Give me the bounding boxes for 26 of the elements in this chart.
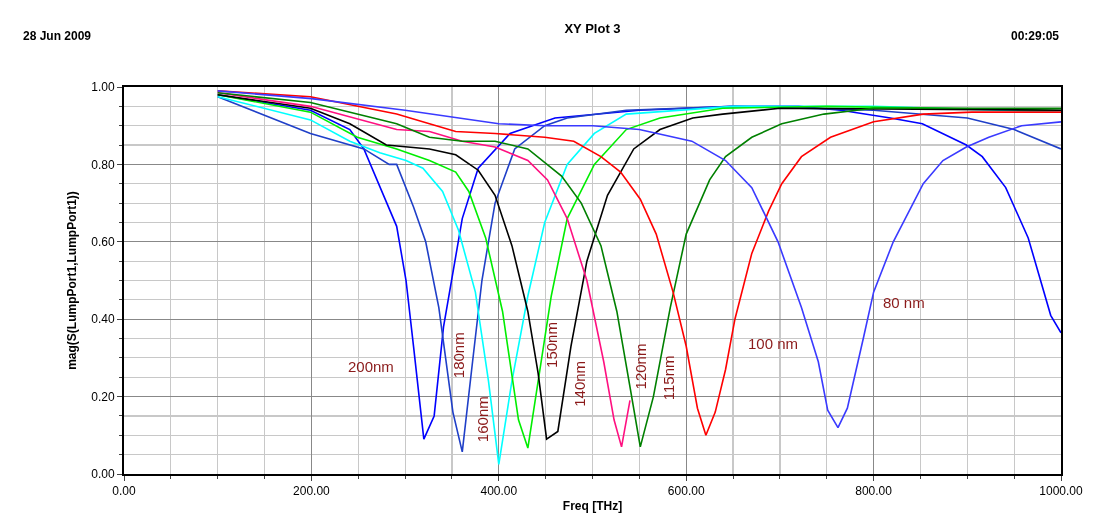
chart-title: XY Plot 3 xyxy=(564,20,621,36)
x-tick-label: 200.00 xyxy=(293,484,331,499)
text: 28 Jun 2009 xyxy=(23,29,92,43)
x-tick-label: 400.00 xyxy=(480,484,518,499)
x-tick-label: 1000.00 xyxy=(1039,484,1084,499)
y-tick-label: 0.40 xyxy=(91,312,115,327)
y-tick-label: 0.80 xyxy=(91,157,115,172)
x-tick-label: 600.00 xyxy=(667,484,705,499)
y-tick-label: 0.20 xyxy=(91,389,115,404)
x-axis-title: Freq [THz] xyxy=(562,498,623,513)
text: 150nm xyxy=(542,322,560,368)
series-label: 80 nm xyxy=(883,294,925,311)
series-label: 100 nm xyxy=(748,335,799,352)
series-label: 200nm xyxy=(348,358,394,375)
x-tick-label: 0.00 xyxy=(112,484,136,499)
text: 115nm xyxy=(660,355,678,401)
text: 140nm xyxy=(571,360,589,407)
y-tick-label: 1.00 xyxy=(91,80,115,95)
y-tick-label: 0.60 xyxy=(91,235,115,249)
x-tick-label: 800.00 xyxy=(855,484,893,499)
text: 120nm xyxy=(631,343,649,390)
text: 180nm xyxy=(450,332,468,379)
text: 160nm xyxy=(474,396,492,443)
text: 00:29:05 xyxy=(1011,29,1060,43)
y-tick-label: 0.00 xyxy=(91,467,115,482)
y-axis-title: mag(S(LumpPort1,LumpPort1)) xyxy=(65,191,80,370)
